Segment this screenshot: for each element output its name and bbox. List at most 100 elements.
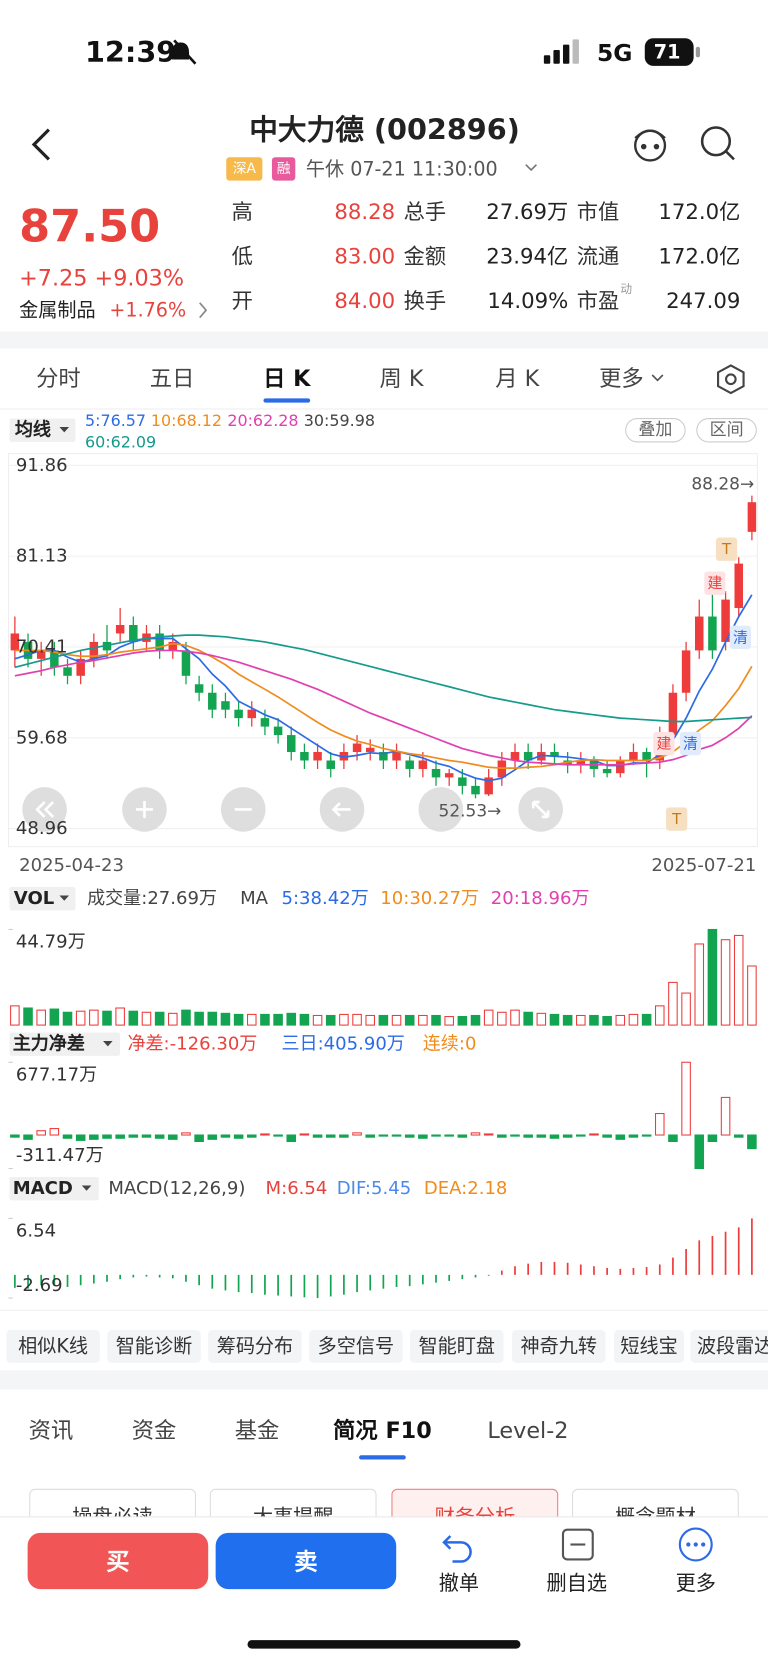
y-tick-label: 6.54 — [16, 1221, 56, 1242]
stat-value: 83.00 — [334, 245, 395, 270]
period-tab[interactable]: 分时 — [36, 366, 81, 392]
stat-value: 88.28 — [334, 200, 395, 225]
bar — [404, 1134, 415, 1138]
bar — [115, 1007, 125, 1026]
info-tab[interactable]: 资金 — [132, 1418, 177, 1444]
legend-title-box[interactable] — [9, 1032, 121, 1056]
mascot-icon[interactable] — [634, 129, 667, 162]
buy-button[interactable] — [27, 1532, 209, 1590]
sector[interactable]: 金属制品 — [19, 299, 95, 322]
legend-item: 60:62.09 — [85, 432, 156, 451]
price: 87.50 — [19, 200, 160, 252]
bar — [444, 1016, 454, 1026]
stat-label: 市盈 — [577, 289, 619, 314]
action-label[interactable]: 删自选 — [547, 1571, 608, 1595]
stat-value: 172.0亿 — [658, 200, 740, 225]
control-forward[interactable] — [418, 787, 464, 832]
remove-icon[interactable] — [561, 1528, 594, 1561]
period-tab[interactable]: 更多 — [599, 366, 644, 392]
bar — [36, 1130, 46, 1136]
trade-mark: 清 — [683, 735, 698, 753]
action-label[interactable]: 撤单 — [439, 1571, 479, 1595]
legend-item: 10:30.27万 — [380, 888, 479, 909]
sector-chevron[interactable] — [199, 302, 208, 319]
info-tabs: 资讯 资金 基金 简况 F10 Level-2 操盘必读 大事提醒 财务分析 概念题材 — [29, 1417, 739, 1536]
tool-button[interactable] — [410, 1329, 504, 1363]
ma-line — [14, 634, 752, 723]
kline-frame — [7, 453, 758, 848]
candle-body — [129, 624, 138, 642]
legend-title-box[interactable] — [9, 1176, 99, 1201]
chart-button[interactable] — [625, 418, 686, 443]
battery — [644, 38, 694, 66]
info-tab[interactable]: 基金 — [235, 1418, 280, 1444]
legend-title: MACD — [13, 1178, 73, 1199]
shortcut-button[interactable] — [209, 1488, 377, 1536]
more-icon[interactable] — [678, 1527, 713, 1562]
back-button[interactable] — [31, 128, 50, 161]
candle-body — [458, 777, 467, 786]
bar — [286, 1134, 297, 1142]
info-tab[interactable]: 简况 F10 — [333, 1417, 432, 1444]
candle-body — [629, 752, 638, 761]
action-label[interactable]: 更多 — [676, 1571, 716, 1595]
shortcut-button[interactable] — [572, 1488, 739, 1536]
tool-button[interactable] — [690, 1329, 768, 1363]
bar — [36, 1009, 46, 1026]
bar — [365, 1014, 376, 1026]
bar — [733, 1134, 744, 1138]
stats: 高 88.28 总手 27.69万 市值 172.0亿低 83.00 金额 23.94亿 流通 17… — [232, 200, 741, 314]
candle-body — [50, 650, 59, 668]
legend-title-box[interactable] — [9, 886, 76, 911]
period-tab[interactable]: 月 K — [495, 366, 540, 392]
undo-icon[interactable] — [442, 1535, 472, 1563]
sector-change: +1.76% — [109, 299, 186, 322]
sell-button[interactable] — [215, 1532, 397, 1590]
bar — [325, 1134, 336, 1138]
period-tab[interactable]: 周 K — [380, 366, 425, 392]
bar — [615, 1014, 626, 1026]
candle-body — [444, 773, 454, 778]
period-tab[interactable]: 五日 — [150, 366, 195, 392]
candle-body — [602, 768, 612, 774]
tool-button[interactable] — [613, 1329, 685, 1363]
tool-button[interactable] — [309, 1329, 403, 1363]
tool-button[interactable] — [208, 1329, 302, 1363]
bar — [181, 1132, 191, 1136]
search-icon[interactable] — [700, 126, 735, 161]
more-chevron[interactable] — [651, 374, 664, 382]
info-tab[interactable]: 资讯 — [29, 1418, 74, 1444]
tool-label: 波段雷达 — [697, 1334, 768, 1357]
tool-button[interactable] — [6, 1329, 100, 1363]
tool-button[interactable] — [107, 1329, 201, 1363]
period-tab[interactable]: 日 K — [263, 366, 311, 392]
chart-button[interactable] — [696, 418, 757, 443]
legend-item: 三日:405.90万 — [281, 1034, 404, 1055]
settings-icon[interactable] — [717, 364, 745, 395]
bar — [483, 1133, 494, 1136]
trade-mark: T — [721, 540, 732, 558]
bar — [720, 939, 731, 1026]
signal-icon — [543, 39, 579, 64]
legend-title-box[interactable] — [9, 418, 76, 442]
info-tab[interactable]: Level-2 — [487, 1418, 568, 1444]
shortcut-button[interactable] — [391, 1488, 559, 1536]
badge — [226, 157, 263, 181]
volume-ma: MA — [240, 888, 269, 909]
bar — [470, 1014, 481, 1026]
divider — [0, 1309, 768, 1311]
candle-body — [326, 760, 335, 769]
bar — [299, 1013, 310, 1026]
legend-title: 主力净差 — [13, 1033, 85, 1055]
candle-body — [734, 563, 743, 609]
bar — [299, 1133, 310, 1136]
tool-button[interactable] — [512, 1329, 606, 1363]
shortcut-button[interactable] — [29, 1488, 196, 1536]
tool-label: 智能盯盘 — [419, 1334, 495, 1357]
bar — [589, 1014, 599, 1026]
bar — [549, 1013, 560, 1026]
session-chevron[interactable] — [525, 164, 538, 172]
bar — [483, 1009, 494, 1026]
x-label: 2025-07-21 — [651, 855, 756, 876]
bar — [89, 1009, 99, 1026]
